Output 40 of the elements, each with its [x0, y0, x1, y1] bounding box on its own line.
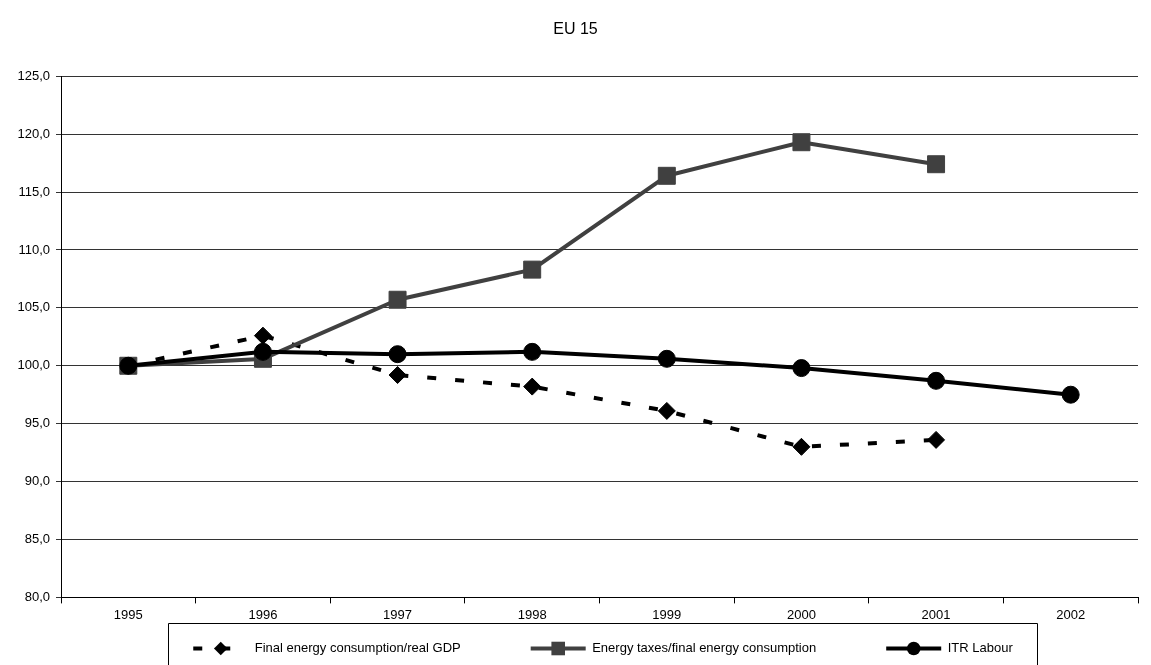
- point: [253, 342, 272, 361]
- x-tick-label: 1999: [652, 606, 682, 622]
- point: [1061, 385, 1080, 404]
- point: [657, 349, 676, 368]
- y-tick-label: 85,0: [24, 531, 50, 547]
- y-tick-label: 125,0: [17, 67, 50, 83]
- point: [792, 359, 811, 378]
- point: [792, 133, 811, 152]
- point: [927, 155, 946, 174]
- y-tick-label: 90,0: [24, 473, 50, 489]
- y-tick-label: 120,0: [17, 125, 50, 141]
- legend-label: Final energy consumption/real GDP: [254, 640, 461, 656]
- point: [657, 166, 676, 185]
- y-tick-label: 80,0: [24, 588, 50, 604]
- y-tick-label: 110,0: [18, 241, 50, 257]
- legend-label: ITR Labour: [947, 640, 1014, 656]
- point: [657, 401, 676, 420]
- x-tick-label: 2002: [1056, 606, 1086, 622]
- x-tick-label: 1997: [383, 606, 413, 622]
- y-tick-label: 100,0: [17, 357, 50, 373]
- point: [388, 345, 407, 364]
- y-tick-label: 115,0: [18, 183, 50, 199]
- point: [523, 260, 542, 279]
- legend-label: Energy taxes/final energy consumption: [592, 640, 817, 656]
- x-tick-label: 1996: [248, 606, 278, 622]
- y-tick-label: 105,0: [17, 299, 50, 315]
- x-tick-label: 1995: [113, 606, 143, 622]
- y-tick-label: 95,0: [24, 415, 50, 431]
- point: [927, 430, 946, 449]
- point: [792, 437, 811, 456]
- point: [523, 377, 542, 396]
- point: [388, 366, 407, 385]
- point: [927, 371, 946, 390]
- point: [253, 326, 272, 345]
- point: [523, 342, 542, 361]
- x-tick-label: 2001: [921, 606, 951, 622]
- point: [388, 290, 407, 309]
- x-tick-label: 1998: [517, 606, 547, 622]
- x-tick-label: 2000: [786, 606, 816, 622]
- chart-title: EU 15: [553, 20, 598, 38]
